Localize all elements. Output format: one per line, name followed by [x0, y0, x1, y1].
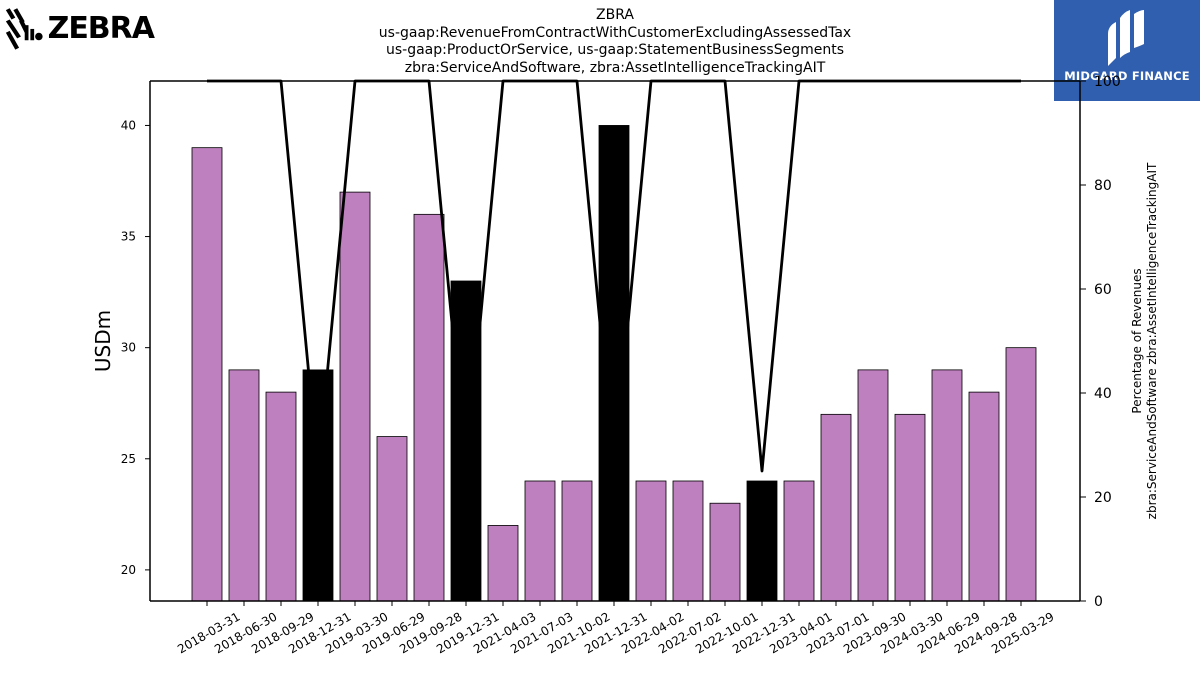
y-axis-label: USDm — [91, 310, 115, 372]
y-axis-right: 0 20 40 60 80 100 — [1080, 74, 1121, 610]
y2-axis-label-line-1: Percentage of Revenues — [1130, 268, 1144, 413]
bar-2024-09-28 — [968, 391, 1000, 602]
bar-2023-09-30 — [857, 369, 889, 602]
y-tick-label: 40 — [121, 118, 136, 132]
bar-2018-03-31 — [191, 147, 223, 602]
plot-frame — [149, 80, 1081, 602]
bar-2019-06-29 — [376, 436, 408, 602]
bar-2022-07-02 — [672, 480, 704, 602]
chart-title-line-2: us-gaap:RevenueFromContractWithCustomerE… — [378, 24, 852, 41]
bar-2022-10-01 — [709, 502, 741, 602]
chart-title-line-4: zbra:ServiceAndSoftware, zbra:AssetIntel… — [404, 59, 826, 76]
zebra-stripes-icon — [5, 8, 43, 50]
y-tick-label: 20 — [121, 563, 136, 577]
bar-2021-10-02 — [561, 480, 593, 602]
bar-2019-12-31 — [450, 280, 482, 602]
chart-title-line-1: ZBRA — [596, 7, 634, 23]
y2-tick-label: 80 — [1094, 178, 1112, 194]
zebra-logo: ZEBRA — [4, 4, 155, 52]
y-tick-label: 35 — [121, 230, 136, 244]
bar-2018-12-31 — [302, 369, 334, 602]
bar-2022-12-31 — [746, 480, 778, 602]
x-axis: 2018-03-312018-06-302018-09-292018-12-31… — [175, 601, 1057, 656]
y2-tick-label: 40 — [1094, 386, 1112, 402]
chart-title-line-3: us-gaap:ProductOrService, us-gaap:Statem… — [385, 42, 844, 58]
y2-tick-label: 60 — [1094, 282, 1112, 298]
bar-2025-03-29 — [1005, 347, 1037, 602]
y2-tick-label: 0 — [1094, 594, 1103, 610]
bar-2019-09-28 — [413, 213, 445, 602]
y2-tick-label: 100 — [1094, 74, 1121, 90]
bar-2018-06-30 — [228, 369, 260, 602]
y-tick-label: 25 — [121, 452, 136, 466]
bar-2023-07-01 — [820, 413, 852, 602]
chart-title: ZBRA us-gaap:RevenueFromContractWithCust… — [300, 7, 930, 77]
midgard-logo-text: MIDGARD FINANCE — [1064, 69, 1190, 83]
bar-2021-04-03 — [487, 525, 519, 602]
bar-2022-04-02 — [635, 480, 667, 602]
bar-2024-06-29 — [931, 369, 963, 602]
midgard-finance-logo: MIDGARD FINANCE — [1054, 0, 1200, 101]
bar-2023-04-01 — [783, 480, 815, 602]
bar-2024-03-30 — [894, 413, 926, 602]
midgard-m-icon — [1108, 10, 1144, 66]
y2-tick-label: 20 — [1094, 490, 1112, 506]
y-axis-left: 20 25 30 35 40 — [121, 118, 150, 577]
y-tick-label: 30 — [121, 341, 136, 355]
bar-2021-07-03 — [524, 480, 556, 602]
y2-axis-label-line-2: zbra:ServiceAndSoftware zbra:AssetIntell… — [1145, 162, 1159, 519]
zebra-logo-text: ZEBRA — [47, 10, 155, 46]
bar-2018-09-29 — [265, 391, 297, 602]
bar-2019-03-30 — [339, 191, 371, 602]
bars-layer — [191, 125, 1037, 602]
